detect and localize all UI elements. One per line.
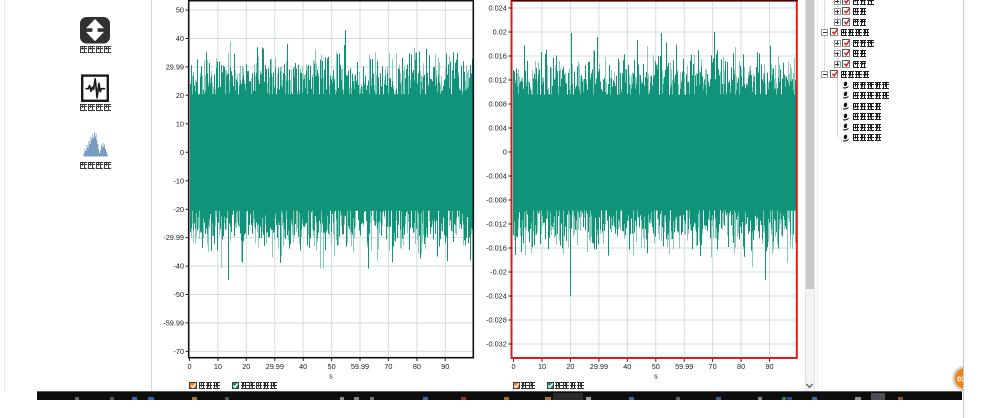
svg-text:29.99: 29.99 xyxy=(590,362,608,371)
svg-text:0: 0 xyxy=(503,148,507,157)
svg-text:-0.012: -0.012 xyxy=(486,220,507,229)
svg-text:0.008: 0.008 xyxy=(489,100,507,109)
svg-text:s: s xyxy=(654,372,658,381)
svg-text:-0.008: -0.008 xyxy=(486,196,507,205)
svg-text:80: 80 xyxy=(413,362,421,371)
svg-text:-20: -20 xyxy=(173,205,184,214)
svg-text:40: 40 xyxy=(176,34,184,43)
svg-text:40: 40 xyxy=(299,362,307,371)
svg-text:0.02: 0.02 xyxy=(493,28,507,37)
svg-text:70: 70 xyxy=(384,362,392,371)
svg-text:20: 20 xyxy=(176,91,184,100)
svg-text:-0.024: -0.024 xyxy=(486,292,507,301)
svg-text:0: 0 xyxy=(180,148,184,157)
svg-text:0.012: 0.012 xyxy=(489,76,507,85)
svg-text:-0.004: -0.004 xyxy=(486,172,507,181)
svg-text:-0.028: -0.028 xyxy=(486,316,507,325)
svg-text:20: 20 xyxy=(242,362,250,371)
svg-text:20: 20 xyxy=(566,362,574,371)
svg-text:29.99: 29.99 xyxy=(266,362,284,371)
svg-text:50: 50 xyxy=(652,362,660,371)
svg-text:70: 70 xyxy=(709,362,717,371)
svg-text:0.024: 0.024 xyxy=(489,4,507,13)
svg-text:-0.016: -0.016 xyxy=(486,244,507,253)
svg-text:80: 80 xyxy=(737,362,745,371)
svg-text:-10: -10 xyxy=(173,176,184,185)
svg-text:-70: -70 xyxy=(173,347,184,356)
svg-text:10: 10 xyxy=(214,362,222,371)
svg-text:-40: -40 xyxy=(173,262,184,271)
svg-text:29.99: 29.99 xyxy=(166,63,184,72)
svg-text:10: 10 xyxy=(538,362,546,371)
svg-text:-59.99: -59.99 xyxy=(163,319,184,328)
svg-text:0.016: 0.016 xyxy=(489,52,507,61)
svg-text:59.99: 59.99 xyxy=(351,362,369,371)
svg-text:-0.032: -0.032 xyxy=(486,340,507,349)
svg-text:0: 0 xyxy=(187,362,191,371)
svg-text:10: 10 xyxy=(176,119,184,128)
svg-text:-0.02: -0.02 xyxy=(490,268,507,277)
svg-text:0.004: 0.004 xyxy=(489,124,507,133)
svg-text:90: 90 xyxy=(441,362,449,371)
svg-text:50: 50 xyxy=(328,362,336,371)
svg-text:-50: -50 xyxy=(173,290,184,299)
svg-text:90: 90 xyxy=(765,362,773,371)
svg-text:s: s xyxy=(329,372,333,381)
svg-text:59.99: 59.99 xyxy=(675,362,693,371)
svg-text:03: 03 xyxy=(957,374,965,383)
svg-text:0: 0 xyxy=(511,362,515,371)
svg-text:50: 50 xyxy=(176,6,184,15)
svg-text:40: 40 xyxy=(623,362,631,371)
svg-text:-29.99: -29.99 xyxy=(163,233,184,242)
